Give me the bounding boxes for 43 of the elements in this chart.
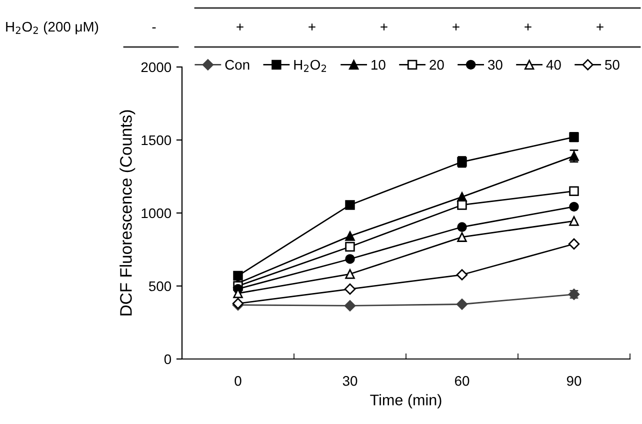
point <box>569 202 579 212</box>
point <box>457 232 467 242</box>
x-tick-label: 0 <box>234 376 242 386</box>
point <box>345 242 355 252</box>
text: + <box>452 24 460 30</box>
y-tick-label: 2000 <box>141 62 172 72</box>
point <box>345 254 355 264</box>
x-tick-label: 30 <box>342 376 358 386</box>
y-tick-label: 500 <box>148 281 172 292</box>
point <box>569 186 579 196</box>
point <box>345 231 355 241</box>
legend-label: 30 <box>488 60 502 70</box>
legend-label: 20 <box>430 60 444 70</box>
y-tick-label: 0 <box>164 354 172 364</box>
point <box>568 238 580 250</box>
x-axis-title: Time (min) <box>370 394 442 408</box>
point <box>344 300 356 312</box>
legend-label: 40 <box>546 60 561 70</box>
x-tick-label: 60 <box>454 376 470 386</box>
legend-label: 50 <box>605 60 620 70</box>
point <box>456 298 468 310</box>
point <box>457 222 467 232</box>
point <box>344 283 356 295</box>
legend-label: 10 <box>372 60 386 70</box>
point <box>345 269 355 279</box>
point <box>457 200 467 210</box>
text: + <box>596 24 604 30</box>
point <box>569 216 579 226</box>
y-axis-title: DCF Fluorescence (Counts) <box>120 110 136 316</box>
text: + <box>380 24 388 30</box>
text: - <box>152 27 156 28</box>
point <box>233 270 243 281</box>
text: + <box>524 24 532 30</box>
text: H$_{2}$O$_{2}$ (200 μM) <box>6 21 98 34</box>
text: + <box>308 24 316 30</box>
point <box>456 269 468 280</box>
y-tick-label: 1500 <box>142 135 172 146</box>
legend-label: H$_{2}$O$_{2}$ <box>294 60 326 72</box>
text: + <box>236 24 244 30</box>
y-tick-label: 1000 <box>142 208 172 218</box>
legend-label: Con <box>225 60 250 70</box>
point <box>345 200 355 210</box>
x-tick-label: 90 <box>566 376 582 386</box>
